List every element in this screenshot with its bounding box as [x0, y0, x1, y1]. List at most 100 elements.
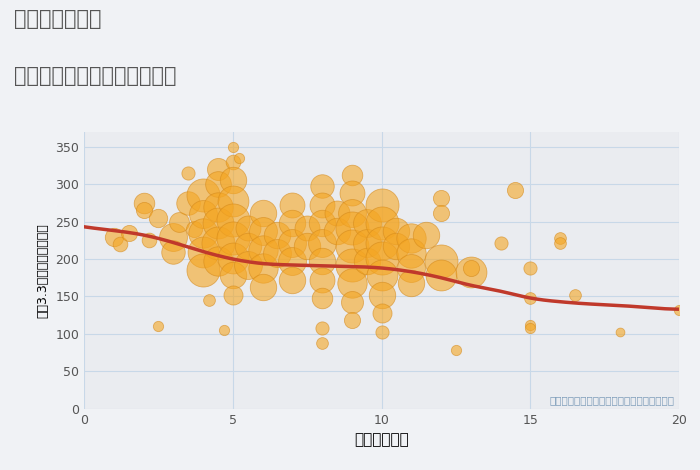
Point [376, 219, 387, 227]
Point [153, 323, 164, 330]
Point [138, 206, 149, 214]
Point [183, 169, 194, 177]
Point [227, 272, 238, 279]
Point [257, 284, 268, 291]
Point [174, 218, 185, 225]
Point [218, 327, 230, 334]
Point [316, 219, 328, 227]
Point [361, 239, 372, 246]
Point [316, 339, 328, 347]
Point [316, 239, 328, 246]
Point [376, 201, 387, 209]
Point [242, 261, 253, 269]
Point [316, 294, 328, 302]
Point [316, 276, 328, 284]
Point [435, 272, 447, 279]
Point [525, 264, 536, 272]
Point [233, 154, 244, 162]
Point [346, 171, 357, 179]
Point [212, 219, 223, 227]
Point [554, 234, 566, 242]
Point [227, 143, 238, 150]
X-axis label: 駅距離（分）: 駅距離（分） [354, 432, 409, 447]
Point [302, 242, 313, 249]
Point [212, 257, 223, 264]
Point [203, 297, 214, 304]
Point [406, 279, 417, 287]
Point [450, 347, 461, 354]
Point [287, 201, 298, 209]
Point [123, 229, 134, 236]
Point [346, 242, 357, 249]
Point [257, 227, 268, 234]
Point [242, 224, 253, 231]
Point [227, 291, 238, 299]
Text: 東京都成増駅の: 東京都成増駅の [14, 9, 101, 30]
Point [316, 257, 328, 264]
Point [554, 239, 566, 246]
Point [212, 165, 223, 173]
Point [287, 239, 298, 246]
Point [346, 189, 357, 197]
Point [435, 194, 447, 201]
Point [197, 248, 209, 255]
Point [391, 242, 402, 249]
Point [302, 224, 313, 231]
Point [316, 182, 328, 189]
Point [673, 306, 685, 314]
Point [227, 177, 238, 184]
Point [272, 249, 283, 257]
Point [465, 264, 476, 272]
Point [495, 239, 506, 246]
Point [183, 199, 194, 206]
Point [435, 209, 447, 216]
Point [376, 291, 387, 299]
Point [212, 203, 223, 210]
Point [465, 269, 476, 276]
Point [272, 231, 283, 239]
Point [257, 264, 268, 272]
Point [346, 224, 357, 231]
Point [316, 201, 328, 209]
Text: 駅距離別中古マンション価格: 駅距離別中古マンション価格 [14, 66, 176, 86]
Point [376, 329, 387, 336]
Text: 円の大きさは、取引のあった物件面積を示す: 円の大きさは、取引のあった物件面積を示す [550, 395, 675, 405]
Point [227, 254, 238, 261]
Point [197, 192, 209, 199]
Point [525, 294, 536, 302]
Point [197, 229, 209, 236]
Point [287, 219, 298, 227]
Point [346, 299, 357, 306]
Point [421, 231, 432, 239]
Point [525, 324, 536, 332]
Point [391, 227, 402, 234]
Point [316, 324, 328, 332]
Point [331, 227, 342, 234]
Point [227, 216, 238, 224]
Point [153, 214, 164, 221]
Point [346, 317, 357, 324]
Point [525, 321, 536, 329]
Point [168, 248, 179, 255]
Point [376, 254, 387, 261]
Point [108, 233, 119, 240]
Point [188, 225, 199, 233]
Point [346, 209, 357, 216]
Point [376, 239, 387, 246]
Point [257, 209, 268, 216]
Point [138, 199, 149, 206]
Point [435, 257, 447, 264]
Point [376, 309, 387, 317]
Point [227, 158, 238, 165]
Point [212, 180, 223, 188]
Point [376, 272, 387, 279]
Point [614, 329, 625, 336]
Point [406, 249, 417, 257]
Point [227, 197, 238, 204]
Y-axis label: 坪（3.3㎡）単価（万円）: 坪（3.3㎡）単価（万円） [36, 223, 50, 318]
Point [346, 279, 357, 287]
Point [287, 257, 298, 264]
Point [361, 257, 372, 264]
Point [197, 266, 209, 274]
Point [242, 242, 253, 249]
